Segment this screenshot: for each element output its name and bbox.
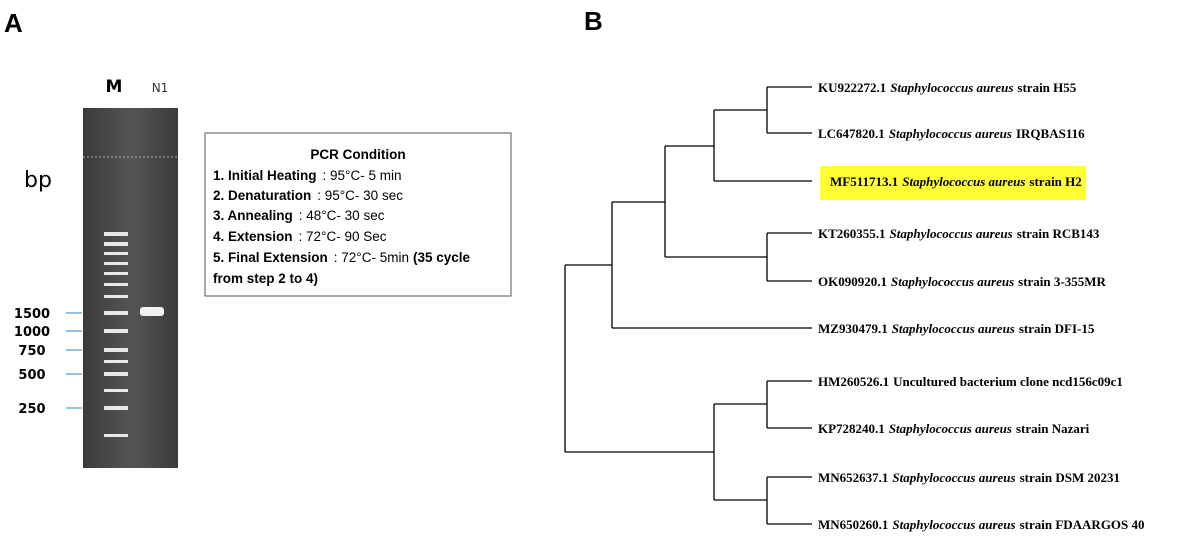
accession: MF511713.1 xyxy=(830,174,898,189)
pcr-step: 4. Extension : 72°C- 90 Sec xyxy=(213,229,387,244)
unit-label: bp xyxy=(24,168,52,193)
accession: LC647820.1 xyxy=(818,126,885,141)
step-note: (35 cycle xyxy=(413,250,471,265)
accession: KP728240.1 xyxy=(818,421,885,436)
strain: strain H55 xyxy=(1017,80,1076,95)
pcr-step: 3. Annealing : 48°C- 30 sec xyxy=(213,208,385,223)
species: Staphylococcus aureus xyxy=(891,274,1014,289)
strain: strain H2 xyxy=(1029,174,1081,189)
panel-label: B xyxy=(584,6,603,36)
species: Staphylococcus aureus xyxy=(890,226,1013,241)
strain: strain FDAARGOS 40 xyxy=(1020,517,1145,532)
leaf-label: OK090920.1 Staphylococcus aureus strain 3-… xyxy=(818,274,1106,289)
strain: IRQBAS116 xyxy=(1016,126,1085,141)
step-value: : 48°C- 30 sec xyxy=(299,208,385,223)
leaf-label: MZ930479.1 Staphylococcus aureus strain DF… xyxy=(818,321,1095,336)
accession: MN650260.1 xyxy=(818,517,888,532)
step-name: 3. Annealing xyxy=(213,208,293,223)
species: Staphylococcus aureus xyxy=(892,470,1015,485)
pcr-step: 1. Initial Heating : 95°C- 5 min xyxy=(213,168,401,183)
pcr-title: PCR Condition xyxy=(310,147,405,162)
step-value: : 72°C- 90 Sec xyxy=(299,229,387,244)
pcr-step: 2. Denaturation : 95°C- 30 sec xyxy=(213,188,403,203)
tree xyxy=(564,86,812,525)
step-value: : 72°C- 5min xyxy=(334,250,409,265)
strain: strain RCB143 xyxy=(1017,226,1100,241)
ladder-label: 1000 xyxy=(14,325,50,340)
species: Staphylococcus aureus xyxy=(889,421,1012,436)
species: Staphylococcus aureus xyxy=(902,174,1025,189)
step-value: : 95°C- 30 sec xyxy=(317,188,403,203)
leaf-label: HM260526.1 Uncultured bacterium clone ncd… xyxy=(818,374,1123,389)
step-name: 2. Denaturation xyxy=(213,188,311,203)
species: Staphylococcus aureus xyxy=(892,321,1015,336)
strain: strain 3-355MR xyxy=(1018,274,1106,289)
ladder-bands xyxy=(104,232,128,437)
species: Staphylococcus aureus xyxy=(889,126,1012,141)
ladder-ticks xyxy=(66,312,82,409)
accession: KU922272.1 xyxy=(818,80,886,95)
accession: HM260526.1 xyxy=(818,374,889,389)
pcr-step: 5. Final Extension : 72°C- 5min (35 cycle xyxy=(213,250,471,265)
species: Staphylococcus aureus xyxy=(892,517,1015,532)
accession: MN652637.1 xyxy=(818,470,888,485)
lane-label: N1 xyxy=(152,81,169,95)
leaf-label: MN650260.1 Staphylococcus aureus strain FD… xyxy=(818,517,1145,532)
strain: Uncultured bacterium clone ncd156c09c1 xyxy=(893,374,1123,389)
ladder-label: 500 xyxy=(18,368,45,383)
leaf-label: KT260355.1 Staphylococcus aureus strain RC… xyxy=(818,226,1100,241)
leaf-label: KU922272.1 Staphylococcus aureus strain H5… xyxy=(818,80,1077,95)
accession: MZ930479.1 xyxy=(818,321,888,336)
highlight xyxy=(820,166,1086,200)
step-name: 1. Initial Heating xyxy=(213,168,317,183)
sample-band xyxy=(140,307,164,316)
leaf-label: MF511713.1 Staphylococcus aureus strain H2 xyxy=(830,174,1082,189)
accession: KT260355.1 xyxy=(818,226,886,241)
strain: strain DSM 20231 xyxy=(1020,470,1120,485)
panel-label: A xyxy=(4,8,23,38)
strain: strain Nazari xyxy=(1016,421,1090,436)
pcr-box xyxy=(204,132,512,297)
step-value: : 95°C- 5 min xyxy=(323,168,402,183)
ladder-label: 1500 xyxy=(14,307,50,322)
leaf-label: LC647820.1 Staphylococcus aureus IRQBAS116 xyxy=(818,126,1085,141)
leaf-label: MN652637.1 Staphylococcus aureus strain DS… xyxy=(818,470,1120,485)
leaf-label: KP728240.1 Staphylococcus aureus strain Na… xyxy=(818,421,1090,436)
gel xyxy=(83,108,178,468)
ladder-label: 250 xyxy=(18,402,45,417)
lane-label: M xyxy=(106,77,123,97)
step-name: 4. Extension xyxy=(213,229,293,244)
step-name: 5. Final Extension xyxy=(213,250,328,265)
accession: OK090920.1 xyxy=(818,274,887,289)
strain: strain DFI-15 xyxy=(1019,321,1095,336)
step-note: from step 2 to 4) xyxy=(213,271,318,286)
species: Staphylococcus aureus xyxy=(890,80,1013,95)
ladder-label: 750 xyxy=(18,344,45,359)
